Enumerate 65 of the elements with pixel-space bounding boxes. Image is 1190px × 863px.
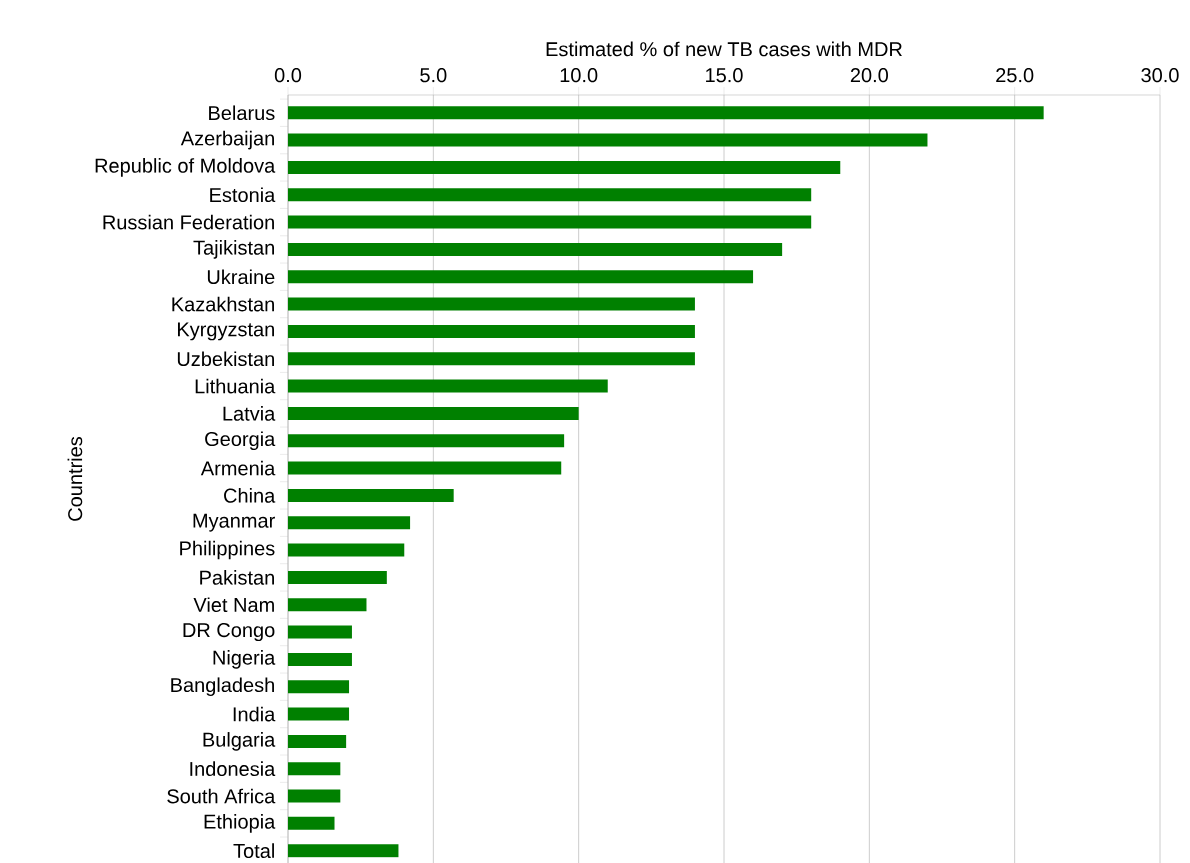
y-tick-label: DR Congo (183, 622, 275, 641)
x-tick-label: 25.0 (996, 67, 1034, 83)
bar (288, 844, 399, 858)
bar (288, 707, 350, 721)
y-tick-label: Indonesia (190, 761, 276, 776)
y-tick-label: Pakistan (200, 569, 274, 585)
y-tick-label: Philippines (180, 540, 275, 560)
bar (288, 816, 335, 830)
bar (288, 106, 1044, 120)
x-tick-label: 20.0 (850, 67, 888, 83)
bar (288, 160, 841, 174)
x-tick-label: 10.0 (560, 67, 598, 83)
y-tick-label: Latvia (223, 405, 276, 421)
y-tick-label: South Africa (167, 788, 276, 804)
x-axis-title: Estimated % of new TB cases with MDR (546, 41, 902, 57)
x-tick-label: 15.0 (706, 67, 743, 83)
bar (288, 762, 341, 776)
y-tick-label: Estonia (210, 187, 276, 202)
y-tick-label: Kazakhstan (172, 296, 274, 312)
y-tick-label: Azerbaijan (180, 130, 274, 150)
bar (288, 598, 367, 612)
y-tick-label: Ethiopia (204, 813, 276, 833)
bar (288, 789, 341, 803)
x-tick-label: 5.0 (420, 67, 447, 83)
bar (288, 652, 352, 666)
y-tick-label: Uzbekistan (177, 351, 274, 366)
y-tick-label: Georgia (205, 431, 276, 450)
bar (288, 570, 387, 584)
y-tick-label: Ukraine (207, 269, 275, 284)
x-tick-label: 0.0 (274, 67, 302, 83)
y-tick-label: Viet Nam (193, 597, 274, 612)
bar (288, 406, 579, 420)
bar (288, 270, 754, 284)
y-tick-label: China (224, 487, 276, 503)
bar (288, 488, 454, 502)
y-tick-label: Myanmar (193, 513, 275, 532)
y-axis-title: Countries (67, 436, 83, 521)
bar (288, 215, 812, 229)
x-tick-label: 30.0 (1141, 67, 1179, 83)
bar (288, 297, 695, 311)
bar (288, 680, 350, 694)
y-tick-label: Nigeria (213, 649, 276, 669)
y-tick-label: Bulgaria (203, 731, 276, 751)
y-tick-label: Kyrgyzstan (177, 322, 274, 341)
y-tick-label: Russian Federation (103, 214, 274, 230)
bar (288, 516, 411, 530)
y-tick-label: Lithuania (195, 378, 276, 394)
y-tick-label: Armenia (200, 460, 276, 476)
bar (288, 188, 812, 202)
y-tick-label: Republic of Moldova (95, 157, 276, 177)
y-tick-label: Tajikistan (193, 239, 274, 259)
bar (288, 133, 928, 147)
bar (288, 242, 783, 256)
bar (288, 543, 405, 557)
y-tick-label: Belarus (209, 105, 275, 120)
y-tick-label: Total (233, 843, 274, 858)
bar (288, 734, 347, 748)
y-tick-label: Bangladesh (171, 677, 274, 696)
y-tick-label: India (233, 706, 276, 722)
bar (288, 625, 352, 639)
bar (288, 434, 565, 448)
bar (288, 461, 562, 475)
bar (288, 324, 695, 338)
bar (288, 379, 608, 393)
bar (288, 352, 695, 366)
